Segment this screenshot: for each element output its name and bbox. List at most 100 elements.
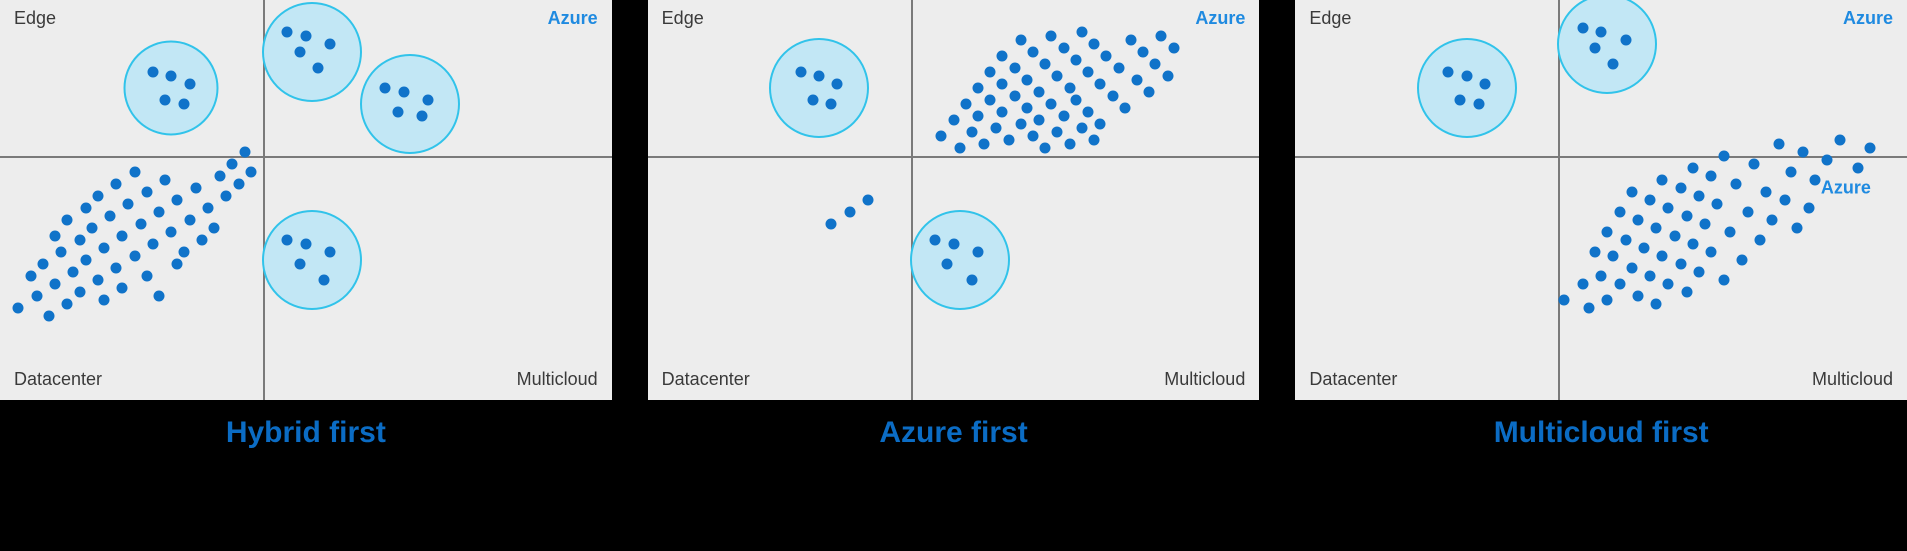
data-point xyxy=(1101,51,1112,62)
data-point xyxy=(1089,39,1100,50)
data-point xyxy=(215,171,226,182)
data-point xyxy=(1064,83,1075,94)
data-point xyxy=(1822,155,1833,166)
data-point xyxy=(1052,71,1063,82)
data-point xyxy=(325,39,336,50)
label-br: Multicloud xyxy=(517,369,598,390)
data-point xyxy=(117,283,128,294)
axis-horizontal xyxy=(0,156,612,158)
data-point xyxy=(1577,279,1588,290)
data-point xyxy=(1052,127,1063,138)
data-point xyxy=(960,99,971,110)
data-point xyxy=(1798,147,1809,158)
data-point xyxy=(1632,291,1643,302)
data-point xyxy=(826,219,837,230)
data-point xyxy=(972,83,983,94)
data-point xyxy=(37,259,48,270)
data-point xyxy=(50,231,61,242)
label-bl: Datacenter xyxy=(662,369,750,390)
cluster-circle xyxy=(910,210,1010,310)
data-point xyxy=(1706,247,1717,258)
data-point xyxy=(178,99,189,110)
panel-2: EdgeAzureDatacenterMulticloudAzureMultic… xyxy=(1295,0,1907,460)
data-point xyxy=(1767,215,1778,226)
cluster-circle xyxy=(124,41,219,136)
data-point xyxy=(832,79,843,90)
data-point xyxy=(985,95,996,106)
data-point xyxy=(807,95,818,106)
data-point xyxy=(1583,303,1594,314)
data-point xyxy=(997,107,1008,118)
data-point xyxy=(1694,191,1705,202)
data-point xyxy=(930,235,941,246)
data-point xyxy=(1810,175,1821,186)
data-point xyxy=(74,235,85,246)
data-point xyxy=(166,227,177,238)
data-point xyxy=(172,195,183,206)
data-point xyxy=(80,255,91,266)
data-point xyxy=(86,223,97,234)
data-point xyxy=(1089,135,1100,146)
label-azure-extra: Azure xyxy=(1821,178,1871,199)
data-point xyxy=(1614,279,1625,290)
data-point xyxy=(1657,175,1668,186)
data-point xyxy=(184,79,195,90)
data-point xyxy=(1712,199,1723,210)
data-point xyxy=(160,175,171,186)
data-point xyxy=(294,47,305,58)
data-point xyxy=(239,147,250,158)
data-point xyxy=(117,231,128,242)
data-point xyxy=(1113,63,1124,74)
data-point xyxy=(954,143,965,154)
data-point xyxy=(25,271,36,282)
data-point xyxy=(1620,35,1631,46)
data-point xyxy=(1021,103,1032,114)
data-point xyxy=(1663,203,1674,214)
cluster-circle xyxy=(769,38,869,138)
data-point xyxy=(147,67,158,78)
data-point xyxy=(282,27,293,38)
data-point xyxy=(985,67,996,78)
data-point xyxy=(282,235,293,246)
data-point xyxy=(1577,23,1588,34)
panel-caption: Multicloud first xyxy=(1494,416,1709,449)
panel-caption: Azure first xyxy=(879,416,1027,449)
data-point xyxy=(1162,71,1173,82)
data-point xyxy=(196,235,207,246)
data-point xyxy=(68,267,79,278)
data-point xyxy=(13,303,24,314)
quadrant-chart: Edge Azure Datacenter Multicloud xyxy=(0,0,612,400)
data-point xyxy=(74,287,85,298)
data-point xyxy=(1718,275,1729,286)
data-point xyxy=(1687,163,1698,174)
label-br: Multicloud xyxy=(1164,369,1245,390)
data-point xyxy=(147,239,158,250)
data-point xyxy=(1150,59,1161,70)
data-point xyxy=(245,167,256,178)
data-point xyxy=(154,291,165,302)
data-point xyxy=(1455,95,1466,106)
data-point xyxy=(997,51,1008,62)
data-point xyxy=(319,275,330,286)
data-point xyxy=(43,311,54,322)
data-point xyxy=(1064,139,1075,150)
cluster-circle xyxy=(262,210,362,310)
data-point xyxy=(1070,95,1081,106)
data-point xyxy=(1119,103,1130,114)
data-point xyxy=(184,215,195,226)
data-point xyxy=(1596,27,1607,38)
data-point xyxy=(98,243,109,254)
data-point xyxy=(1791,223,1802,234)
data-point xyxy=(154,207,165,218)
data-point xyxy=(1095,79,1106,90)
data-point xyxy=(423,95,434,106)
data-point xyxy=(1156,31,1167,42)
label-bl: Datacenter xyxy=(14,369,102,390)
data-point xyxy=(1443,67,1454,78)
label-tr: Azure xyxy=(548,8,598,29)
data-point xyxy=(1015,119,1026,130)
data-point xyxy=(1046,99,1057,110)
label-tl: Edge xyxy=(14,8,56,29)
data-point xyxy=(1651,223,1662,234)
data-point xyxy=(991,123,1002,134)
